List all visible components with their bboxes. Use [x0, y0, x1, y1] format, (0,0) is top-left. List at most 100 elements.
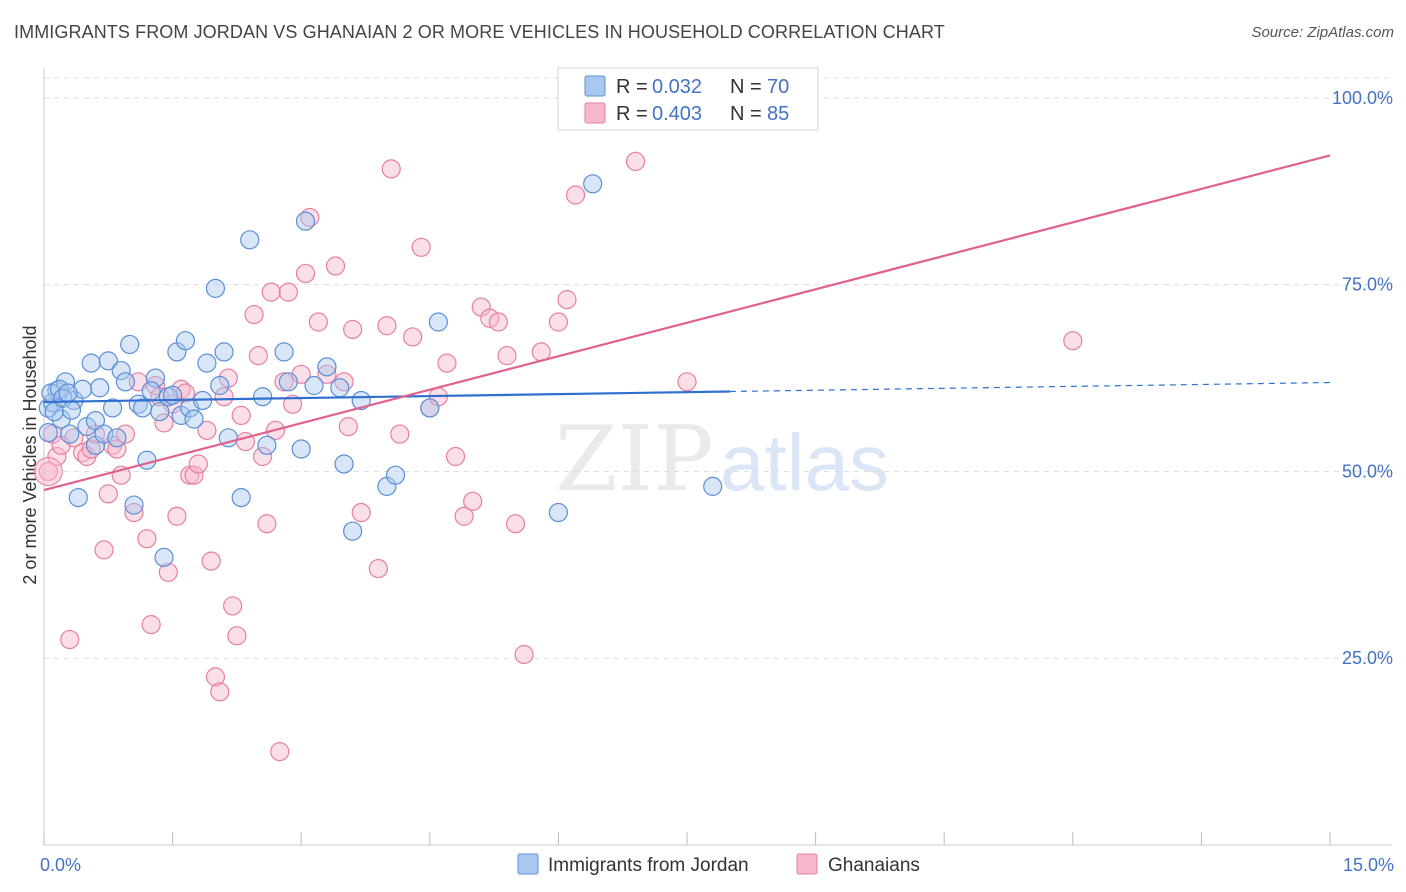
ghanaian-point-49 [278, 282, 298, 302]
ghanaian-point-76 [497, 346, 517, 366]
jordan-point-51 [330, 378, 350, 398]
ghanaian-point-13 [107, 439, 127, 459]
jordan-point-43 [253, 387, 273, 407]
y-axis-title: 2 or more Vehicles in Household [20, 325, 40, 584]
ghanaian-point-34 [210, 682, 230, 702]
ghanaian-point-22 [154, 413, 174, 433]
legend-n-value-blue: 70 [767, 76, 789, 98]
grid [44, 77, 1392, 659]
legend-swatch-pink [584, 102, 606, 124]
legend-n-label-blue: N = [730, 76, 762, 98]
ghanaian-point-16 [124, 502, 144, 523]
ghanaian-point-18 [137, 529, 157, 549]
jordan-point-14 [94, 424, 114, 444]
jordan-point-20 [120, 334, 140, 355]
jordan-point-48 [295, 211, 316, 231]
ghanaian-point-41 [244, 304, 264, 325]
legend-r-value-pink: 0.403 [652, 103, 702, 125]
jordan-point-61 [703, 476, 723, 496]
ghanaian-point-75 [488, 312, 508, 332]
jordan-point-59 [548, 502, 569, 523]
jordan-point-21 [124, 495, 144, 515]
ghanaian-point-59 [343, 319, 363, 340]
ghanaian-point-25 [167, 506, 187, 526]
jordan-point-52 [334, 454, 354, 474]
jordan-point-69 [38, 422, 58, 443]
jordan-point-18 [111, 360, 131, 381]
ghanaian-point-48 [274, 372, 294, 392]
ghanaian-point-58 [338, 417, 358, 437]
ghanaian-point-85 [1063, 331, 1083, 351]
jordan-point-16 [102, 398, 123, 418]
ghanaian-point-72 [463, 491, 483, 511]
legend-n-label-pink: N = [730, 103, 762, 125]
ghanaian-point-35 [214, 387, 234, 407]
jordan-point-38 [210, 375, 230, 396]
jordan-point-24 [137, 450, 157, 470]
source-credit: Source: ZipAtlas.com [1251, 24, 1394, 41]
ghanaian-point-77 [505, 514, 526, 534]
ghanaian-point-66 [411, 237, 431, 257]
jordan-point-15 [98, 351, 118, 371]
jordan-point-29 [163, 385, 183, 405]
legend-r-value-blue: 0.032 [652, 76, 702, 98]
ghanaian-point-47 [270, 742, 290, 762]
ghanaian-trend-line [43, 154, 1331, 492]
ghanaian-point-32 [201, 551, 221, 571]
series-legend-label-blue: Immigrants from Jordan [548, 855, 749, 876]
ghanaian-point-70 [445, 446, 466, 467]
jordan-point-45 [274, 342, 294, 362]
ghanaian-point-62 [377, 316, 397, 336]
ghanaian-point-69 [437, 353, 457, 373]
jordan-point-49 [304, 375, 324, 396]
jordan-point-7 [68, 487, 88, 508]
ghanaian-point-56 [325, 256, 346, 276]
jordan-point-36 [197, 353, 217, 373]
ghanaian-point-71 [454, 506, 474, 526]
jordan-point-12 [85, 411, 106, 431]
jordan-point-17 [107, 428, 127, 448]
legend-r-label-blue: R = [616, 76, 648, 98]
ghanaian-point-31 [197, 420, 217, 440]
ghanaian-point-11 [98, 484, 118, 504]
ghanaian-point-10 [94, 540, 114, 560]
jordan-point-25 [145, 368, 166, 388]
series-legend-label-pink: Ghanaians [828, 855, 920, 876]
ghanaian-point-38 [227, 626, 247, 646]
jordan-point-5 [60, 424, 80, 444]
ghanaian-point-60 [351, 502, 371, 523]
jordan-trend-line [43, 390, 730, 404]
trend-lines [43, 154, 1331, 492]
jordan-point-56 [385, 465, 406, 485]
ghanaian-point-30 [188, 454, 208, 474]
jordan-point-13 [90, 378, 110, 398]
ghanaian-point-43 [253, 446, 273, 467]
ghanaian-point-42 [248, 346, 268, 366]
y-tick-label-50: 50.0% [1342, 461, 1393, 481]
ghanaian-point-52 [295, 263, 316, 284]
ghanaian-point-78 [514, 644, 534, 665]
jordan-point-41 [231, 487, 251, 508]
ghanaian-point-4 [60, 629, 80, 650]
stats-legend: R = 0.032 N = 70 R = 0.403 N = 85 [557, 67, 819, 131]
legend-n-value-pink: 85 [767, 103, 789, 125]
chart-title: IMMIGRANTS FROM JORDAN VS GHANAIAN 2 OR … [14, 22, 945, 42]
ghanaian-point-23 [158, 562, 178, 582]
jordan-point-66 [58, 383, 78, 403]
ghanaian-point-55 [317, 364, 337, 384]
x-tick-label-min: 0.0% [40, 855, 81, 875]
jordan-point-34 [184, 409, 204, 429]
ghanaian-point-81 [557, 290, 577, 310]
jordan-point-37 [205, 278, 226, 298]
jordan-trend-extension [729, 381, 1331, 393]
jordan-point-58 [428, 312, 448, 332]
ghanaian-point-63 [381, 159, 401, 179]
ghanaian-point-37 [223, 596, 243, 616]
jordan-point-27 [154, 547, 174, 567]
ghanaians-points [33, 151, 1083, 762]
ghanaian-point-29 [184, 465, 204, 485]
ghanaian-point-82 [565, 185, 586, 205]
jordan-point-26 [150, 402, 170, 422]
jordan-point-32 [175, 331, 196, 351]
